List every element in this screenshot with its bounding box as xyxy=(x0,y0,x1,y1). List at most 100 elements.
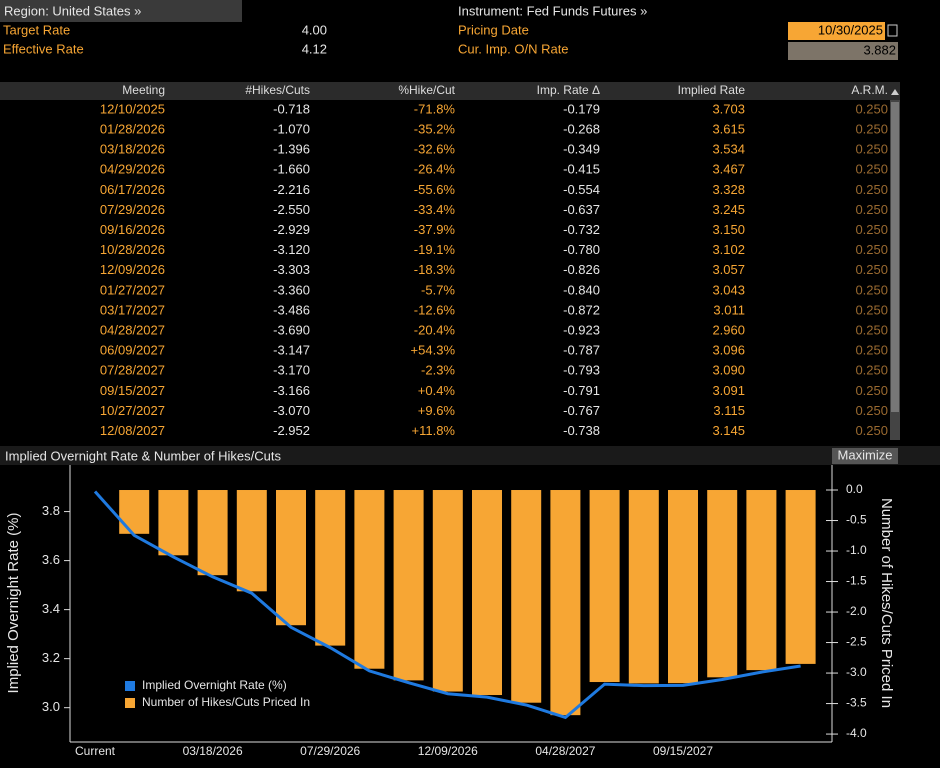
cell: 12/09/2026 xyxy=(100,262,165,277)
maximize-label[interactable]: Maximize xyxy=(838,447,893,462)
cell: 03/17/2027 xyxy=(100,302,165,317)
cell: -5.7% xyxy=(421,282,455,297)
cell: -2.216 xyxy=(273,182,310,197)
date-value[interactable]: 10/30/2025 xyxy=(818,22,883,37)
cell: 3.057 xyxy=(712,262,745,277)
cell: 3.145 xyxy=(712,423,745,438)
cell: -33.4% xyxy=(414,202,456,217)
cell: 3.703 xyxy=(712,101,745,116)
cell: -71.8% xyxy=(414,101,456,116)
table-header xyxy=(0,82,900,100)
cell: 06/09/2027 xyxy=(100,343,165,358)
cell: -3.360 xyxy=(273,282,310,297)
x-tick-label: 09/15/2027 xyxy=(653,744,713,758)
bar xyxy=(315,490,346,646)
cell: -0.268 xyxy=(563,122,600,137)
cell: +9.6% xyxy=(418,403,456,418)
cell: -2.952 xyxy=(273,423,310,438)
x-tick-label: 03/18/2026 xyxy=(183,744,243,758)
chart-header xyxy=(0,446,940,465)
column-header: Implied Rate xyxy=(678,83,746,97)
bar xyxy=(511,490,542,703)
cell: 3.115 xyxy=(713,403,745,418)
y-tick-label: 3.8 xyxy=(42,503,60,518)
bar xyxy=(276,490,306,626)
cell: -0.826 xyxy=(563,262,600,277)
cell: 0.250 xyxy=(855,282,888,297)
cell: -0.738 xyxy=(563,423,600,438)
cell: -3.070 xyxy=(273,403,310,418)
cell: -0.179 xyxy=(563,101,600,116)
cell: 0.250 xyxy=(855,302,888,317)
bar xyxy=(668,490,698,684)
bar xyxy=(472,490,502,696)
cell: -0.787 xyxy=(563,343,600,358)
label: Target Rate xyxy=(3,22,70,37)
cell: 0.250 xyxy=(855,363,888,378)
y2-tick-label: -2.5 xyxy=(846,635,867,649)
bar xyxy=(354,490,385,669)
y-axis-label: Implied Overnight Rate (%) xyxy=(5,513,22,694)
cell: -0.718 xyxy=(273,101,310,116)
column-header: Imp. Rate Δ xyxy=(537,83,600,97)
scroll-thumb[interactable] xyxy=(891,102,899,412)
cell: 3.467 xyxy=(712,162,745,177)
cell: -0.780 xyxy=(563,242,600,257)
bar xyxy=(236,490,267,592)
y-tick-label: 3.4 xyxy=(42,601,60,616)
calendar-icon[interactable] xyxy=(887,24,898,37)
cell: -1.070 xyxy=(273,122,310,137)
cell: 3.011 xyxy=(713,302,745,317)
cell: -12.6% xyxy=(414,302,456,317)
cell: 3.615 xyxy=(712,122,745,137)
cell: 07/28/2027 xyxy=(100,363,165,378)
column-header: #Hikes/Cuts xyxy=(245,83,310,97)
cell: -3.486 xyxy=(273,302,310,317)
cell: -3.120 xyxy=(273,242,310,257)
bar xyxy=(119,490,150,534)
rate-value[interactable]: 3.882 xyxy=(863,42,896,57)
y2-tick-label: -1.5 xyxy=(846,574,867,588)
cell: 0.250 xyxy=(855,262,888,277)
scroll-arrow[interactable] xyxy=(891,89,899,95)
y2-axis-label: Number of Hikes/Cuts Priced In xyxy=(878,498,895,708)
rate-input[interactable] xyxy=(788,42,898,60)
cell: 3.043 xyxy=(712,282,745,297)
cell: +54.3% xyxy=(411,343,456,358)
x-tick-label: 07/29/2026 xyxy=(300,744,360,758)
legend-box xyxy=(117,674,349,716)
label: Effective Rate xyxy=(3,41,84,56)
cell: 3.090 xyxy=(712,363,745,378)
cell: 0.250 xyxy=(855,182,888,197)
bar xyxy=(158,490,189,556)
bar xyxy=(393,490,424,681)
cell: 12/08/2027 xyxy=(100,423,165,438)
cell: -0.793 xyxy=(563,363,600,378)
x-tick-label: 04/28/2027 xyxy=(535,744,595,758)
bar xyxy=(589,490,620,683)
cell: -37.9% xyxy=(414,222,456,237)
cell: -0.872 xyxy=(563,302,600,317)
instrument[interactable]: Instrument: Fed Funds Futures » xyxy=(458,3,647,18)
region[interactable]: Region: United States » xyxy=(4,3,141,18)
maximize-button[interactable] xyxy=(832,448,898,464)
cell: -19.1% xyxy=(414,242,456,257)
y2-tick-label: -4.0 xyxy=(846,726,867,740)
cell: 2.960 xyxy=(712,323,745,338)
value: 4.00 xyxy=(302,22,327,37)
cell: -55.6% xyxy=(414,182,456,197)
x-tick-label: 12/09/2026 xyxy=(418,744,478,758)
label: Cur. Imp. O/N Rate xyxy=(458,41,569,56)
region-bar[interactable] xyxy=(0,0,242,22)
x-tick-label: Current xyxy=(75,744,116,758)
cell: -35.2% xyxy=(414,122,456,137)
cell: 0.250 xyxy=(855,162,888,177)
cell: 3.096 xyxy=(712,343,745,358)
y2-tick-label: -3.5 xyxy=(846,696,867,710)
date-input[interactable] xyxy=(788,22,885,40)
cell: -3.147 xyxy=(273,343,310,358)
cell: -1.660 xyxy=(273,162,310,177)
y2-tick-label: -1.0 xyxy=(846,543,867,557)
y-tick-label: 3.2 xyxy=(42,650,60,665)
column-header: A.R.M. xyxy=(851,83,888,97)
